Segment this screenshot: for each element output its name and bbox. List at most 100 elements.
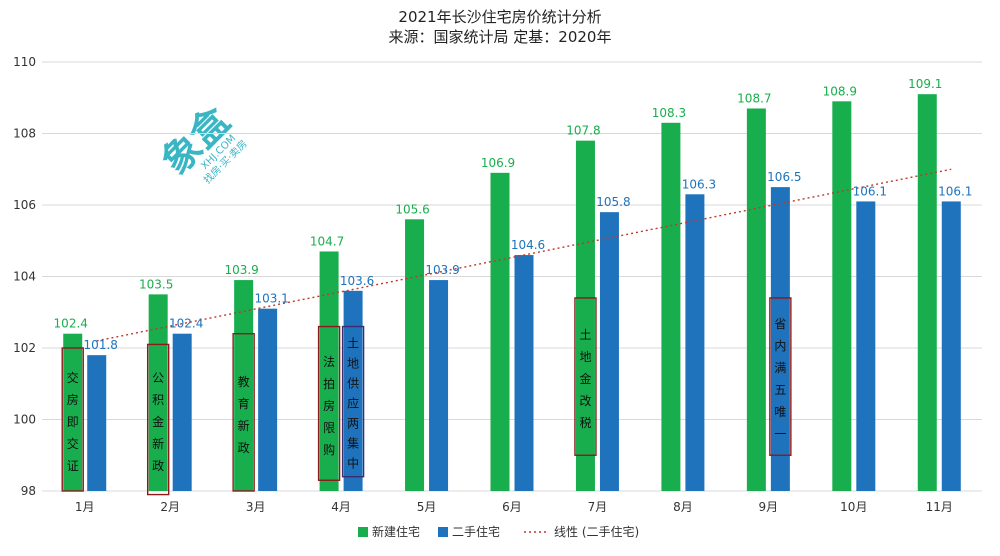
legend-label: 新建住宅 (372, 524, 420, 539)
annotation-char: 土 (579, 328, 591, 342)
legend-label: 二手住宅 (452, 524, 500, 539)
bar (148, 294, 168, 491)
data-label: 103.9 (224, 263, 258, 277)
x-tick-label: 5月 (417, 500, 437, 514)
bar (917, 94, 937, 492)
annotation-char: 满 (774, 361, 786, 375)
annotation-char: 法 (323, 355, 335, 369)
y-axis: 98 100 102 104 106 108 110 (13, 55, 36, 498)
data-label: 104.6 (511, 238, 545, 252)
annotation-char: 应 (347, 396, 359, 411)
annotation-char: 金 (152, 414, 164, 429)
annotation-char: 交 (67, 436, 79, 451)
annotation-char: 土 (347, 337, 359, 351)
data-label: 106.5 (767, 170, 801, 184)
annotation-char: 限 (323, 421, 335, 435)
annotation-char: 拍 (323, 376, 335, 391)
annotation-border (61, 347, 84, 492)
data-label: 108.3 (652, 106, 686, 120)
data-labels-layer: 102.4 101.8 103.5 102.4 103.9 103.1 104.7 103.6… (54, 77, 973, 352)
annotation-char: 即 (67, 415, 79, 429)
annotation-char: 供 (347, 377, 359, 391)
x-tick-label: 7月 (588, 500, 608, 514)
annotation-char: 证 (67, 459, 79, 473)
annotation-char: 五 (774, 383, 786, 397)
data-label: 109.1 (908, 77, 942, 91)
data-label: 102.4 (169, 317, 203, 331)
data-label: 106.3 (682, 177, 716, 191)
x-tick-label: 6月 (502, 500, 522, 514)
bar (514, 255, 534, 491)
annotation-char: 中 (347, 456, 359, 471)
y-tick-label: 106 (13, 198, 36, 212)
legend-label: 线性 (二手住宅) (554, 524, 639, 539)
x-tick-label: 10月 (840, 500, 867, 514)
annotation-border (317, 325, 341, 481)
data-label: 108.9 (823, 84, 857, 98)
annotation-char: 税 (579, 416, 591, 430)
bar (87, 355, 107, 491)
bar (685, 194, 705, 491)
x-tick-label: 9月 (759, 500, 779, 514)
bar (856, 201, 876, 492)
annotation-char: 房 (67, 392, 79, 407)
y-tick-label: 102 (13, 341, 36, 355)
chart-title: 2021年长沙住宅房价统计分析 (398, 8, 601, 26)
data-label: 101.8 (84, 338, 118, 352)
annotation-border (146, 343, 170, 496)
legend-swatch (438, 527, 448, 537)
annotation-border (232, 333, 255, 492)
annotation-char: 育 (238, 396, 250, 411)
data-label: 106.1 (853, 184, 887, 198)
annotation-char: 地 (347, 357, 359, 371)
bar (319, 251, 339, 491)
data-label: 105.8 (596, 195, 630, 209)
bar (599, 212, 619, 491)
y-tick-label: 98 (21, 484, 36, 498)
bar (575, 140, 595, 491)
annotation-char: 交 (67, 370, 79, 385)
x-tick-label: 1月 (75, 500, 95, 514)
bar (661, 122, 681, 492)
data-label: 103.5 (139, 277, 173, 291)
annotation-border (574, 297, 597, 456)
bar (490, 172, 510, 491)
legend-swatch (358, 527, 368, 537)
annotation-char: 政 (238, 441, 250, 455)
bar (746, 108, 766, 491)
bar (832, 101, 852, 491)
annotation-border (341, 325, 365, 478)
annotation-char: 内 (774, 339, 786, 353)
legend: 新建住宅 二手住宅 线性 (二手住宅) (358, 524, 639, 539)
bar (770, 187, 790, 491)
annotation-border (769, 297, 792, 456)
chart-subtitle: 来源：国家统计局 定基：2020年 (389, 28, 612, 46)
bar (234, 280, 254, 491)
bar (941, 201, 961, 492)
bar (258, 308, 278, 491)
data-label: 106.1 (938, 184, 972, 198)
annotation-char: 金 (579, 371, 591, 386)
bar (172, 333, 192, 491)
annotation-char: 地 (579, 350, 591, 364)
annotation-char: 积 (152, 393, 164, 407)
data-label: 108.7 (737, 91, 771, 105)
bar (63, 333, 83, 491)
annotation-char: 集 (347, 436, 359, 451)
y-tick-label: 104 (13, 270, 36, 284)
data-label: 104.7 (310, 234, 344, 248)
x-tick-label: 4月 (331, 500, 351, 514)
annotation-char: 新 (152, 436, 164, 451)
annotation-char: 教 (238, 374, 250, 389)
annotation-char: 省 (774, 317, 786, 331)
y-tick-label: 100 (13, 413, 36, 427)
annotation-char: 一 (774, 427, 786, 441)
annotation-char: 公 (152, 371, 164, 385)
data-label: 107.8 (566, 124, 600, 138)
y-tick-label: 110 (13, 55, 36, 69)
